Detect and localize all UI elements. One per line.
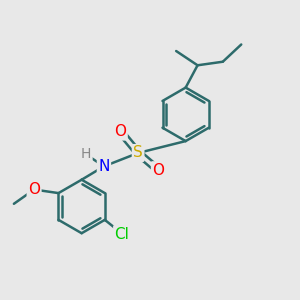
Text: O: O (114, 124, 126, 139)
Text: N: N (98, 159, 110, 174)
Text: Cl: Cl (115, 226, 130, 242)
Text: H: H (81, 147, 91, 161)
Text: O: O (152, 163, 164, 178)
Text: S: S (133, 146, 143, 160)
Text: O: O (28, 182, 40, 197)
